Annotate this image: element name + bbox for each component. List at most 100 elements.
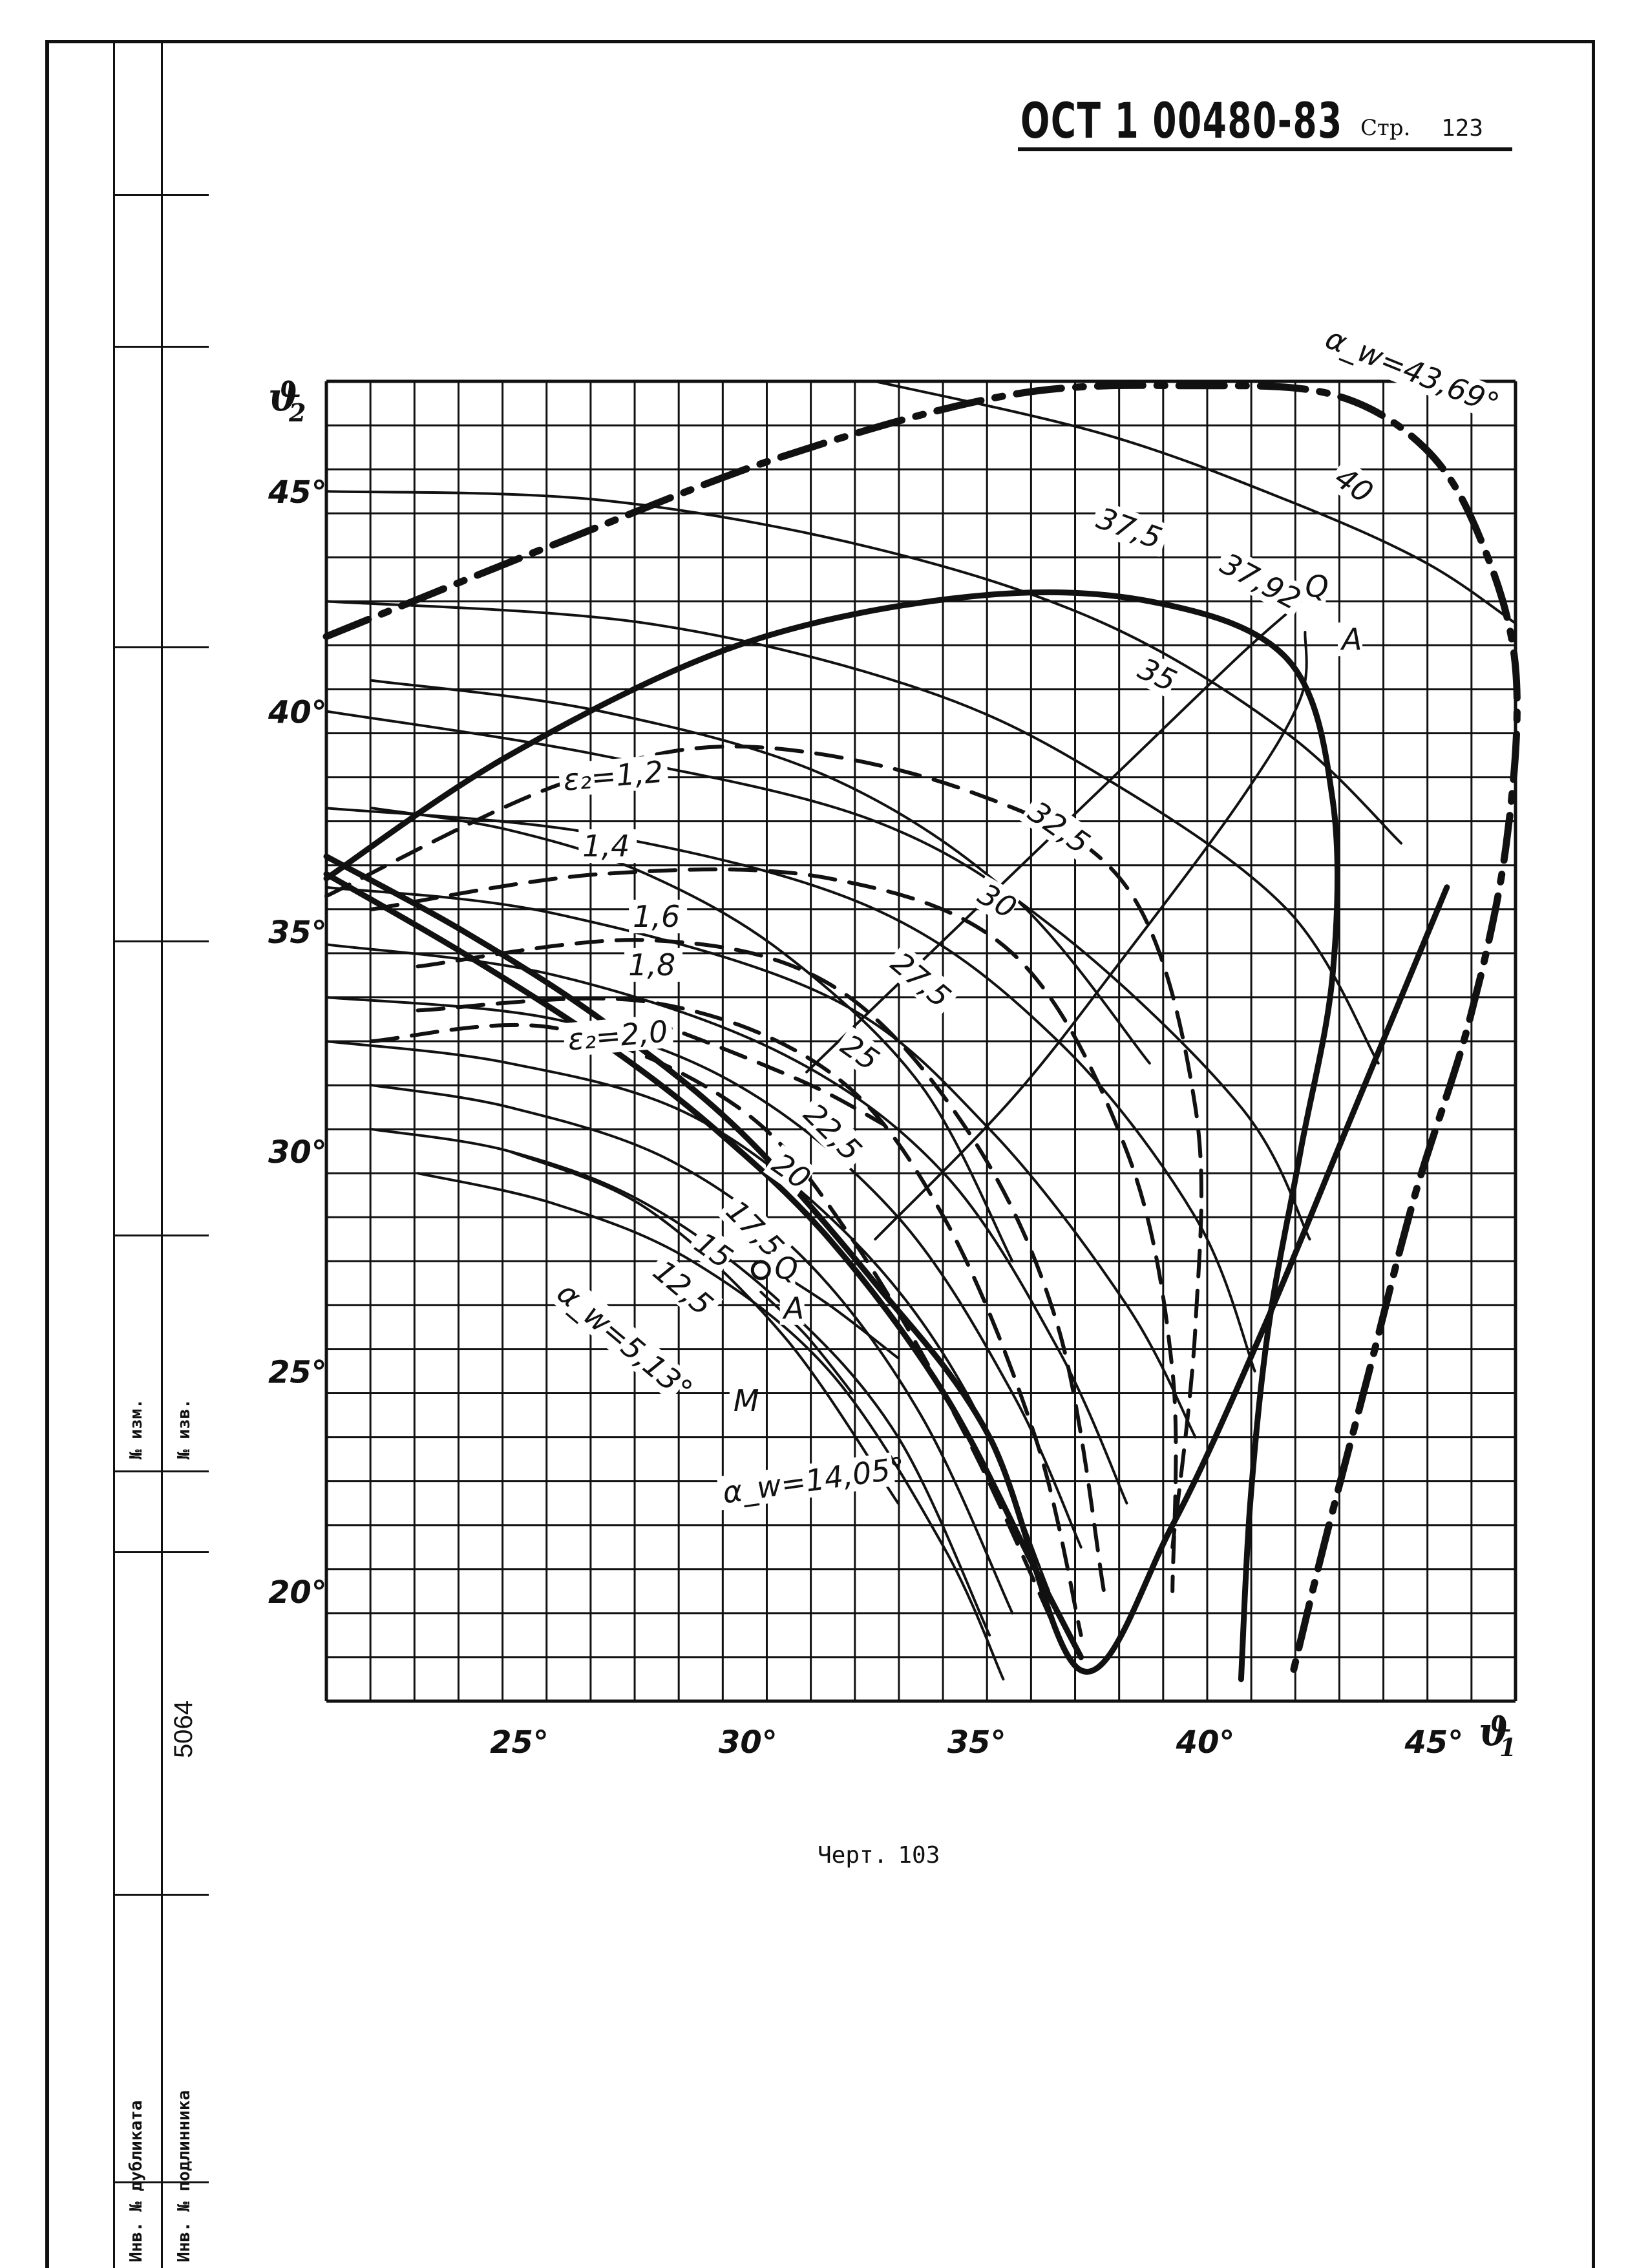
y-tick-label: 20° xyxy=(268,1574,327,1611)
curve-label: 1,8 xyxy=(628,948,675,982)
page-label: Стр. xyxy=(1360,115,1411,141)
curve-label-backdrop xyxy=(1212,544,1309,618)
curve-label-backdrop xyxy=(1301,569,1326,604)
series-curve xyxy=(759,1290,854,1395)
caption-label: Черт. xyxy=(818,1842,888,1869)
curve-label-backdrop xyxy=(1326,458,1379,510)
curve-label-backdrop xyxy=(644,1251,723,1326)
series-curve xyxy=(874,630,1308,1241)
x-tick-label: 45° xyxy=(1404,1724,1463,1761)
series-curve xyxy=(370,679,1151,1065)
point-marker xyxy=(750,1260,771,1280)
curve-label: 1,6 xyxy=(633,899,680,934)
stamp-divider xyxy=(113,1551,209,1553)
curve-label-backdrop xyxy=(1019,792,1100,864)
stamp-column-right xyxy=(161,40,209,2268)
curve-label-backdrop xyxy=(729,1383,754,1417)
x-tick-label: 35° xyxy=(947,1724,1006,1761)
series-curve xyxy=(325,490,1403,845)
series-curve xyxy=(874,380,1517,625)
curve-label: A xyxy=(1340,622,1362,657)
curve-label-backdrop xyxy=(831,1025,885,1077)
margin-stamp-strip xyxy=(113,40,209,2268)
series-curve xyxy=(644,1017,887,1127)
series-curve xyxy=(323,589,1340,1682)
series-curve xyxy=(325,807,1256,1373)
x-tick-label: 40° xyxy=(1176,1724,1235,1761)
curve-label-backdrop xyxy=(882,943,961,1017)
curve-label: A xyxy=(782,1291,804,1326)
series-curve xyxy=(416,938,1106,1593)
curve-label-backdrop xyxy=(969,874,1022,925)
series-curve xyxy=(325,710,1311,1241)
curve-label-backdrop xyxy=(1129,650,1181,698)
series-curve xyxy=(325,943,1128,1505)
curve-label: α_w=14,05° xyxy=(721,1450,907,1510)
stamp-divider xyxy=(113,194,209,196)
curve-label: ε₂=2,0 xyxy=(566,1013,669,1057)
series-curve xyxy=(370,867,1178,1593)
curve-label: 37,5 xyxy=(1092,500,1167,556)
curve-label-backdrop xyxy=(1338,622,1363,657)
curve-label-backdrop xyxy=(1317,319,1494,417)
y-tick-label: 35° xyxy=(268,915,327,951)
curve-label-backdrop xyxy=(558,754,670,798)
sheet-frame xyxy=(45,40,1595,2268)
series-curve xyxy=(508,1150,900,1505)
curve-label: 20 xyxy=(766,1146,817,1196)
series-curve xyxy=(325,600,1380,1065)
x-tick-label: 30° xyxy=(719,1724,777,1761)
caption-number: 103 xyxy=(898,1842,940,1869)
curve-label: ε₂=1,2 xyxy=(562,754,664,798)
curve-label-backdrop xyxy=(685,1224,739,1275)
curve-label-backdrop xyxy=(794,1094,872,1171)
document-header: ОСТ 1 00480-83 Стр. 123 xyxy=(1018,90,1512,151)
series-curve xyxy=(323,871,1084,1660)
curve-label: α_w=43,69° xyxy=(1321,321,1505,422)
figure-caption: Черт. 103 xyxy=(818,1842,950,1869)
standard-number: ОСТ 1 00480-83 xyxy=(1020,92,1343,149)
series-curve xyxy=(325,1040,1051,1593)
series-curve xyxy=(322,381,1521,1683)
y-tick-label: 25° xyxy=(268,1355,327,1391)
page-number: 123 xyxy=(1441,115,1484,142)
series-curve xyxy=(416,1172,1005,1680)
series-curve xyxy=(370,1128,991,1637)
series-curve xyxy=(325,995,1083,1549)
x-axis-subscript: 1 xyxy=(1499,1733,1516,1762)
series-curve xyxy=(325,885,1197,1439)
curve-label-backdrop xyxy=(717,1191,794,1268)
curve-label-backdrop xyxy=(562,1013,674,1057)
y-axis-subscript: 2 xyxy=(288,398,306,427)
header-rule xyxy=(1018,147,1512,151)
curve-label-backdrop xyxy=(1088,500,1171,557)
curve-label: Q xyxy=(775,1251,798,1286)
curve-label-backdrop xyxy=(629,900,688,934)
series-curve xyxy=(370,807,1014,1263)
curve-label-backdrop xyxy=(779,1291,805,1325)
y-tick-label: 45° xyxy=(268,474,327,511)
curve-label-backdrop xyxy=(716,1452,896,1510)
stamp-divider xyxy=(113,1894,209,1896)
curve-label-backdrop xyxy=(763,1144,817,1196)
series-curve xyxy=(370,1023,1061,1637)
x-axis-symbol: ϑ xyxy=(1479,1710,1512,1755)
stamp-divider xyxy=(113,2181,209,2183)
curve-label-backdrop xyxy=(547,1273,692,1401)
curve-label: Q xyxy=(1305,569,1328,604)
x-tick-label: 25° xyxy=(490,1724,549,1761)
curve-label: M xyxy=(734,1383,759,1418)
chart-markers xyxy=(750,1260,771,1280)
curve-label: 15 xyxy=(688,1225,739,1276)
chart-curve-labels: 4037,537,92QA3532,53027,52522,52017,5151… xyxy=(547,319,1505,1510)
stamp-divider xyxy=(113,646,209,648)
series-curve xyxy=(416,996,1083,1637)
stamp-divider xyxy=(113,940,209,942)
curve-label: 40 xyxy=(1329,460,1380,510)
curve-label-backdrop xyxy=(770,1251,796,1286)
curve-label: 30 xyxy=(972,876,1022,926)
chart-tick-labels: 25° 30° 35° 40° 45° 45° 40° 35° 30° 25° 20° xyxy=(268,474,1463,1761)
y-axis-symbol: ϑ xyxy=(268,375,301,420)
stamp-divider xyxy=(113,1470,209,1472)
